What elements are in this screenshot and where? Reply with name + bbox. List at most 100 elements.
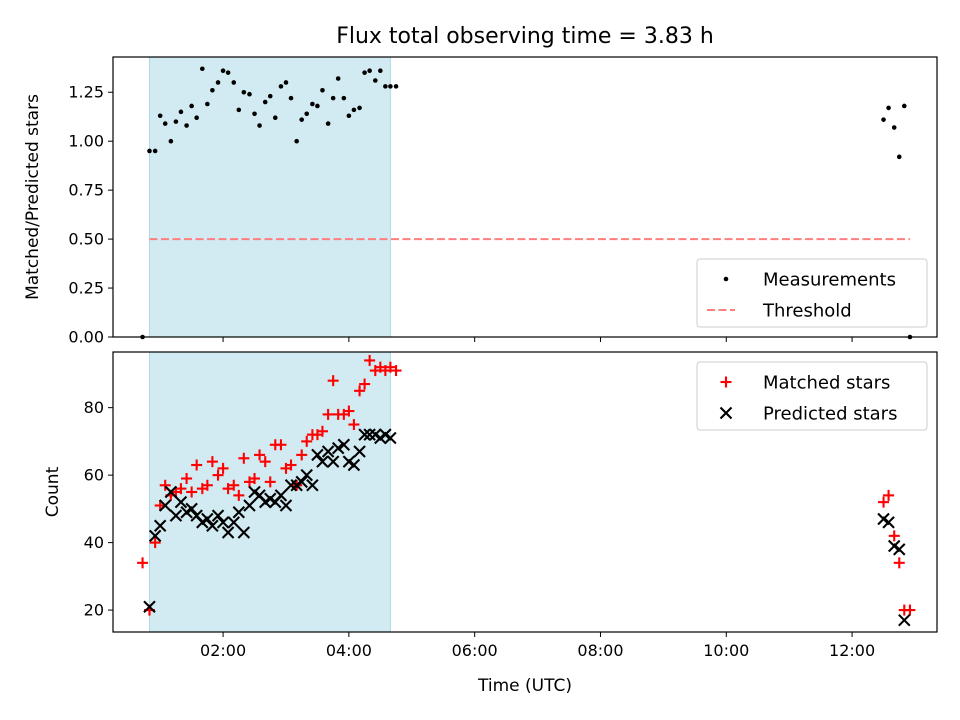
predicted-point [363,428,376,441]
legend-swatch [719,406,733,420]
measurement-point [194,115,199,120]
predicted-point [274,489,288,502]
measurement-point [272,115,278,120]
y-tick-label: 80 [84,398,104,417]
y-tick-label: 20 [84,601,104,620]
observing-span [148,351,391,633]
measurement-point [367,68,372,74]
measurement-point [173,119,179,124]
matched-point [159,479,171,491]
predicted-point [326,455,340,468]
measurement-point [378,68,383,74]
matched-point [222,483,234,495]
measurement-point [231,80,237,85]
predicted-point [148,529,162,543]
measurement-point [299,117,305,122]
measurement-point [210,87,215,93]
matched-point [149,537,161,549]
y-tick-label: 1.25 [68,83,104,102]
matched-point [275,439,287,451]
legend-label: Threshold [762,301,852,322]
legend-swatch [720,376,732,388]
matched-point [217,462,229,474]
y-axis-label: Matched/Predicted stars [23,94,43,300]
matched-point [384,361,396,373]
measurement-point [200,66,205,72]
measurement-point [891,125,897,130]
matched-point [878,496,890,508]
matched-point [390,365,402,377]
x-tick-label: 02:00 [200,641,246,660]
predicted-point [216,516,230,529]
matched-point [191,459,203,471]
predicted-point [201,512,214,526]
measurement-point [283,80,289,85]
matched-point [238,452,250,464]
matched-point [186,486,198,498]
matched-point [212,469,224,481]
matched-point [228,479,240,491]
measurement-point [325,121,331,126]
chart-title: Flux total observing time = 3.83 h [336,24,714,49]
predicted-point [384,431,397,445]
measurement-point [147,148,152,154]
measurement-point [357,105,362,111]
y-tick-label: 0.75 [68,181,104,200]
measurement-point [252,111,257,117]
matched-point [201,479,213,491]
x-tick-label: 12:00 [829,641,875,660]
measurement-point [162,121,168,126]
matched-point [233,489,245,501]
matched-point [316,425,328,437]
predicted-point [206,519,219,532]
matched-point [364,354,376,366]
predicted-point [306,479,319,492]
matched-point [322,408,334,420]
matched-point [888,530,900,542]
matched-point [254,449,266,461]
measurement-point [205,101,210,107]
measurement-point [168,138,174,144]
predicted-point [316,455,329,468]
y-tick-label: 0.25 [68,279,104,298]
predicted-point [169,509,183,522]
matched-point [181,473,193,485]
measurement-point [341,95,347,101]
y-tick-label: 40 [84,533,104,552]
measurement-point [330,95,336,101]
predicted-point [279,499,293,512]
y-tick-label: 60 [84,466,104,485]
predicted-point [227,516,241,529]
measurement-point [886,105,891,111]
predicted-point [337,438,351,452]
predicted-point [153,519,167,532]
predicted-point [321,445,335,458]
measurement-point [315,103,320,109]
measurement-point [225,70,231,75]
predicted-point [143,600,156,613]
matched-point [904,604,916,616]
measurement-point [178,109,184,115]
measurement-point [189,103,194,109]
matched-point [137,557,149,569]
legend-swatch [723,276,729,282]
measurement-point [383,84,388,89]
legend-label: Matched stars [763,373,890,394]
measurement-point [262,99,268,105]
measurement-point [278,84,284,89]
measurement-point [335,76,341,81]
measurement-point [388,84,393,89]
measurement-point [157,113,163,119]
measurement-point [220,68,226,74]
y-tick-label: 1.00 [68,132,104,151]
y-tick-label: 0.50 [68,230,104,249]
legend: Measurements Threshold [696,258,928,328]
measurement-point [152,148,158,154]
y-tick-label: 0.00 [68,328,104,347]
predicted-point [232,505,246,519]
axes-frame [112,351,938,633]
measurement-point [294,138,299,144]
axes-frame [112,56,938,338]
legend-label: Measurements [763,270,896,291]
top-panel: 0.00 0.25 0.50 0.75 1.00 1.25 Matched/Predicte… [23,56,938,347]
